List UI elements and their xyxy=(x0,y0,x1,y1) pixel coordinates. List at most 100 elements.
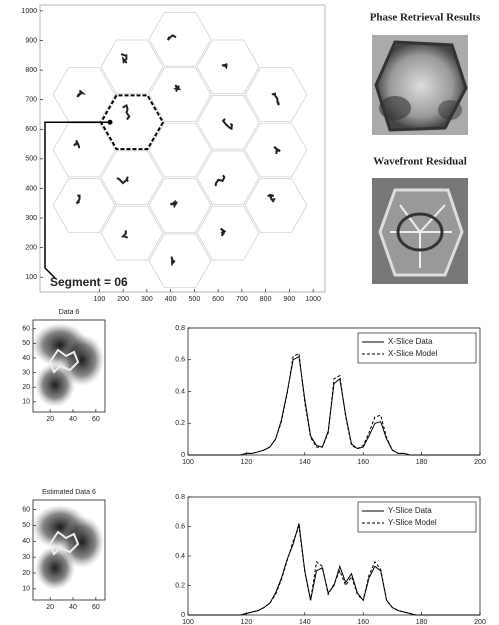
speckle xyxy=(120,230,129,239)
speckle xyxy=(170,256,176,267)
segment xyxy=(196,150,260,205)
segment xyxy=(52,67,116,122)
segment xyxy=(196,39,260,95)
axes-box xyxy=(32,499,106,601)
y-tick-label: 0 xyxy=(181,452,185,459)
segment xyxy=(148,122,212,178)
x-tick-label: 100 xyxy=(182,459,194,466)
x-tick-label: 140 xyxy=(299,459,311,466)
x-tick-label: 100 xyxy=(182,619,194,625)
segment xyxy=(244,122,308,178)
series-line xyxy=(188,523,480,616)
x-tick-label: 180 xyxy=(416,459,428,466)
y-tick-label: 600 xyxy=(25,126,37,133)
x-tick-label: 120 xyxy=(241,459,253,466)
speckle xyxy=(214,174,226,187)
speckle xyxy=(221,118,233,131)
x-tick-label: 40 xyxy=(69,604,77,611)
y-tick-label: 200 xyxy=(25,244,37,251)
y-tick-label: 400 xyxy=(25,185,37,192)
panel-title: Data 6 xyxy=(59,309,80,316)
x-tick-label: 500 xyxy=(189,296,201,303)
series-line xyxy=(188,524,480,616)
panel-title: Phase Retrieval Results xyxy=(370,12,481,24)
x-tick-label: 400 xyxy=(165,296,177,303)
y-tick-label: 20 xyxy=(22,384,30,391)
x-tick-label: 160 xyxy=(357,619,369,625)
x-tick-label: 20 xyxy=(46,416,54,423)
x-tick-label: 100 xyxy=(94,296,106,303)
shade xyxy=(379,96,411,120)
speckle xyxy=(48,530,80,556)
x-tick-label: 900 xyxy=(284,296,296,303)
y-tick-label: 0.4 xyxy=(175,388,185,395)
x-tick-label: 160 xyxy=(357,459,369,466)
y-tick-label: 50 xyxy=(22,340,30,347)
speckle xyxy=(273,145,281,154)
segment xyxy=(148,67,212,122)
axes-box xyxy=(39,4,326,293)
x-tick-label: 700 xyxy=(236,296,248,303)
y-tick-label: 0.2 xyxy=(175,582,185,589)
pointer-line xyxy=(44,121,110,279)
y-tick-label: 100 xyxy=(25,274,37,281)
x-tick-label: 40 xyxy=(69,416,77,423)
segment xyxy=(196,95,260,150)
residual-image xyxy=(372,178,468,284)
panel-title: Wavefront Residual xyxy=(373,156,467,168)
segment xyxy=(196,205,260,261)
y-tick-label: 0 xyxy=(181,612,185,619)
segment xyxy=(100,39,164,95)
speckle xyxy=(122,104,131,121)
speckle xyxy=(75,194,81,205)
x-tick-label: 180 xyxy=(416,619,428,625)
y-tick-label: 0.2 xyxy=(175,420,185,427)
x-tick-label: 1000 xyxy=(305,296,321,303)
y-tick-label: 30 xyxy=(22,369,30,376)
x-tick-label: 60 xyxy=(92,416,100,423)
speckle xyxy=(173,84,182,92)
segment xyxy=(100,150,164,205)
x-tick-label: 300 xyxy=(141,296,153,303)
x-tick-label: 140 xyxy=(299,619,311,625)
legend-label: Y-Slice Model xyxy=(388,518,437,527)
y-tick-label: 40 xyxy=(22,355,30,362)
segment xyxy=(148,178,212,233)
x-tick-label: 120 xyxy=(241,619,253,625)
phase-image xyxy=(372,35,468,135)
legend-label: Y-Slice Data xyxy=(388,506,432,515)
x-tick-label: 200 xyxy=(474,459,486,466)
speckle xyxy=(267,193,276,203)
y-tick-label: 500 xyxy=(25,156,37,163)
y-tick-label: 0.6 xyxy=(175,357,185,364)
y-tick-label: 10 xyxy=(22,586,30,593)
legend-label: X-Slice Data xyxy=(388,337,433,346)
x-tick-label: 600 xyxy=(212,296,224,303)
series-line xyxy=(188,355,480,456)
speckle xyxy=(73,139,81,149)
y-tick-label: 0.6 xyxy=(175,523,185,530)
speckle xyxy=(169,199,178,209)
residual-ring xyxy=(396,212,444,252)
x-tick-label: 200 xyxy=(474,619,486,625)
axes-box xyxy=(32,319,106,413)
y-tick-label: 50 xyxy=(22,522,30,529)
blob xyxy=(35,546,75,590)
legend-box xyxy=(357,501,477,533)
y-tick-label: 60 xyxy=(22,326,30,333)
speckle xyxy=(120,53,128,65)
segment xyxy=(52,178,116,233)
speckle xyxy=(116,176,129,185)
legend-box xyxy=(357,332,477,364)
segment xyxy=(244,67,308,122)
speckle xyxy=(220,227,227,237)
series-line xyxy=(188,352,480,456)
annotation: Segment = 06 xyxy=(50,275,128,289)
y-tick-label: 0.8 xyxy=(175,325,185,332)
y-tick-label: 0.4 xyxy=(175,553,185,560)
blob xyxy=(35,363,75,407)
y-tick-label: 1000 xyxy=(21,8,37,15)
y-tick-label: 300 xyxy=(25,215,37,222)
